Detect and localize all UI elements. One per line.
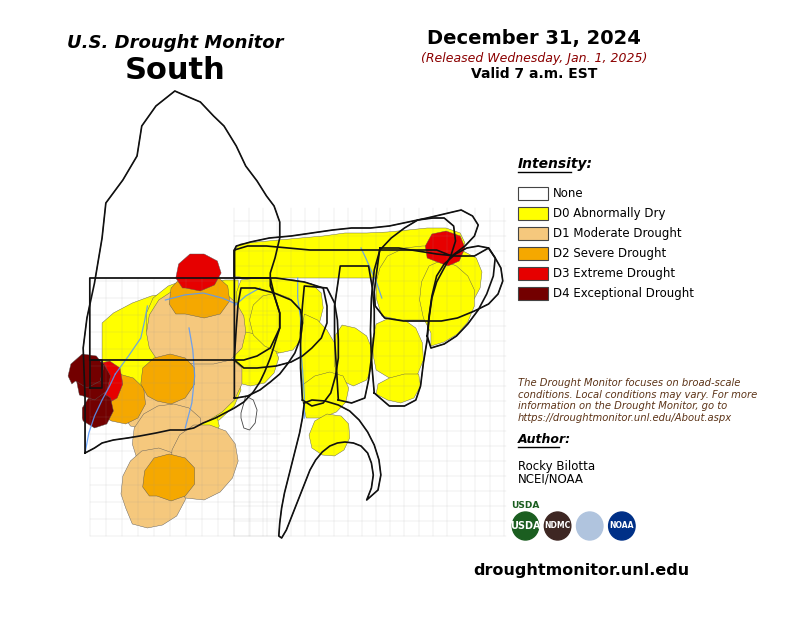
Polygon shape bbox=[132, 404, 202, 465]
Circle shape bbox=[577, 512, 603, 540]
Polygon shape bbox=[241, 396, 257, 430]
Polygon shape bbox=[77, 361, 110, 400]
Polygon shape bbox=[90, 361, 123, 404]
Polygon shape bbox=[278, 400, 381, 538]
Polygon shape bbox=[68, 354, 104, 388]
Text: D1 Moderate Drought: D1 Moderate Drought bbox=[553, 227, 682, 240]
Polygon shape bbox=[146, 286, 246, 364]
Bar bbox=[518, 266, 548, 279]
Text: None: None bbox=[553, 187, 583, 200]
Polygon shape bbox=[334, 266, 374, 403]
Text: D0 Abnormally Dry: D0 Abnormally Dry bbox=[553, 206, 666, 219]
Polygon shape bbox=[234, 228, 465, 278]
Polygon shape bbox=[99, 374, 146, 424]
Text: D4 Exceptional Drought: D4 Exceptional Drought bbox=[553, 287, 694, 300]
Polygon shape bbox=[82, 391, 114, 428]
Polygon shape bbox=[102, 293, 222, 360]
Text: The Drought Monitor focuses on broad-scale
conditions. Local conditions may vary: The Drought Monitor focuses on broad-sca… bbox=[518, 378, 757, 423]
Text: December 31, 2024: December 31, 2024 bbox=[427, 28, 641, 48]
Polygon shape bbox=[125, 354, 242, 430]
Bar bbox=[518, 227, 548, 240]
Text: D2 Severe Drought: D2 Severe Drought bbox=[553, 247, 666, 260]
Text: Valid 7 a.m. EST: Valid 7 a.m. EST bbox=[470, 67, 597, 81]
Bar bbox=[518, 247, 548, 260]
Bar bbox=[518, 287, 548, 300]
Polygon shape bbox=[146, 280, 246, 360]
Circle shape bbox=[512, 512, 538, 540]
Polygon shape bbox=[142, 454, 194, 501]
Polygon shape bbox=[141, 354, 194, 404]
Polygon shape bbox=[250, 293, 304, 353]
Text: Author:: Author: bbox=[518, 433, 571, 446]
Polygon shape bbox=[376, 246, 482, 320]
Text: NCEI/NOAA: NCEI/NOAA bbox=[518, 473, 584, 486]
Polygon shape bbox=[309, 414, 350, 456]
Text: USDA: USDA bbox=[510, 521, 541, 531]
Polygon shape bbox=[234, 332, 278, 386]
Circle shape bbox=[609, 512, 635, 540]
Text: Intensity:: Intensity: bbox=[518, 157, 593, 171]
Text: NDMC: NDMC bbox=[545, 522, 570, 530]
Polygon shape bbox=[420, 260, 474, 346]
Polygon shape bbox=[162, 360, 241, 426]
Text: (Released Wednesday, Jan. 1, 2025): (Released Wednesday, Jan. 1, 2025) bbox=[421, 51, 647, 64]
Polygon shape bbox=[169, 271, 230, 318]
Text: Rocky Bilotta: Rocky Bilotta bbox=[518, 460, 595, 473]
Polygon shape bbox=[121, 448, 188, 528]
Polygon shape bbox=[83, 91, 280, 453]
Polygon shape bbox=[301, 286, 338, 406]
Polygon shape bbox=[427, 246, 495, 348]
Text: USDA: USDA bbox=[511, 501, 540, 510]
Polygon shape bbox=[426, 231, 465, 266]
Bar bbox=[518, 187, 548, 200]
Polygon shape bbox=[302, 372, 349, 418]
Text: D3 Extreme Drought: D3 Extreme Drought bbox=[553, 266, 675, 279]
Polygon shape bbox=[102, 360, 162, 390]
Polygon shape bbox=[171, 425, 238, 500]
Polygon shape bbox=[372, 318, 423, 380]
Polygon shape bbox=[236, 278, 323, 358]
Polygon shape bbox=[170, 280, 238, 323]
Polygon shape bbox=[370, 218, 455, 406]
Text: NOAA: NOAA bbox=[610, 522, 634, 530]
Polygon shape bbox=[234, 288, 302, 398]
Polygon shape bbox=[147, 396, 219, 458]
Polygon shape bbox=[374, 248, 502, 321]
Bar bbox=[518, 206, 548, 219]
Text: U.S. Drought Monitor: U.S. Drought Monitor bbox=[66, 34, 283, 52]
Polygon shape bbox=[90, 278, 280, 360]
Text: droughtmonitor.unl.edu: droughtmonitor.unl.edu bbox=[473, 562, 690, 577]
Polygon shape bbox=[301, 314, 338, 398]
Polygon shape bbox=[234, 210, 478, 278]
Polygon shape bbox=[176, 254, 221, 291]
Circle shape bbox=[544, 512, 571, 540]
Polygon shape bbox=[334, 325, 372, 386]
Polygon shape bbox=[376, 374, 421, 403]
Polygon shape bbox=[234, 278, 327, 368]
Polygon shape bbox=[90, 360, 102, 388]
Text: South: South bbox=[125, 56, 226, 85]
